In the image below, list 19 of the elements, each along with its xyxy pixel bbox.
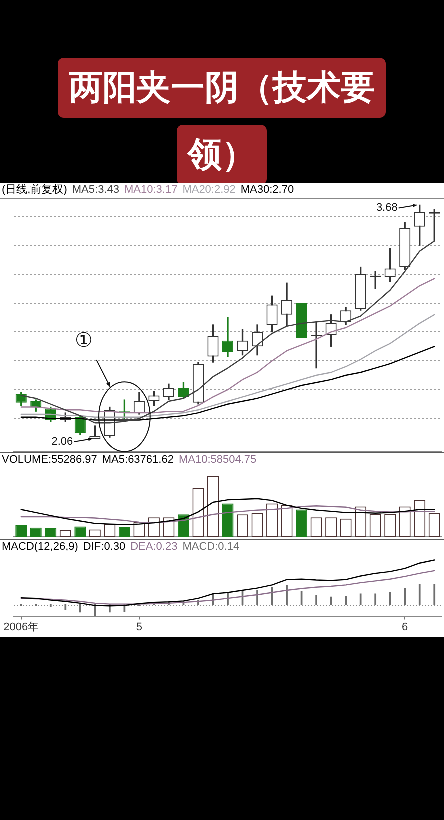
chart-title: MACD(12,26,9) (2, 540, 78, 553)
text: DEA:0.23 (130, 540, 178, 553)
x-tick-label: 5 (136, 621, 143, 634)
text: MACD:0.14 (182, 540, 240, 553)
annotation: 3.68 (376, 202, 398, 214)
chart-subtitle: (日线,前复权) (2, 183, 68, 197)
annotation: ① (75, 328, 94, 352)
text: DIF:0.30 (83, 540, 126, 553)
chart-title: VOLUME:55286.97 (2, 453, 98, 467)
text: MA10:3.17 (124, 183, 178, 197)
text: MA5:3.43 (72, 183, 120, 197)
annotation: 2.06 (52, 436, 74, 448)
text: MA5:63761.62 (102, 453, 174, 467)
x-tick-label: 6 (402, 621, 408, 634)
text: MA30:2.70 (240, 183, 294, 197)
text: MA10:58504.75 (178, 453, 257, 467)
chart-title: 两阳夹一阴（技术要领） (58, 58, 386, 185)
text: MA20:2.92 (182, 183, 236, 197)
x-tick-label: 2006年 (4, 621, 40, 634)
